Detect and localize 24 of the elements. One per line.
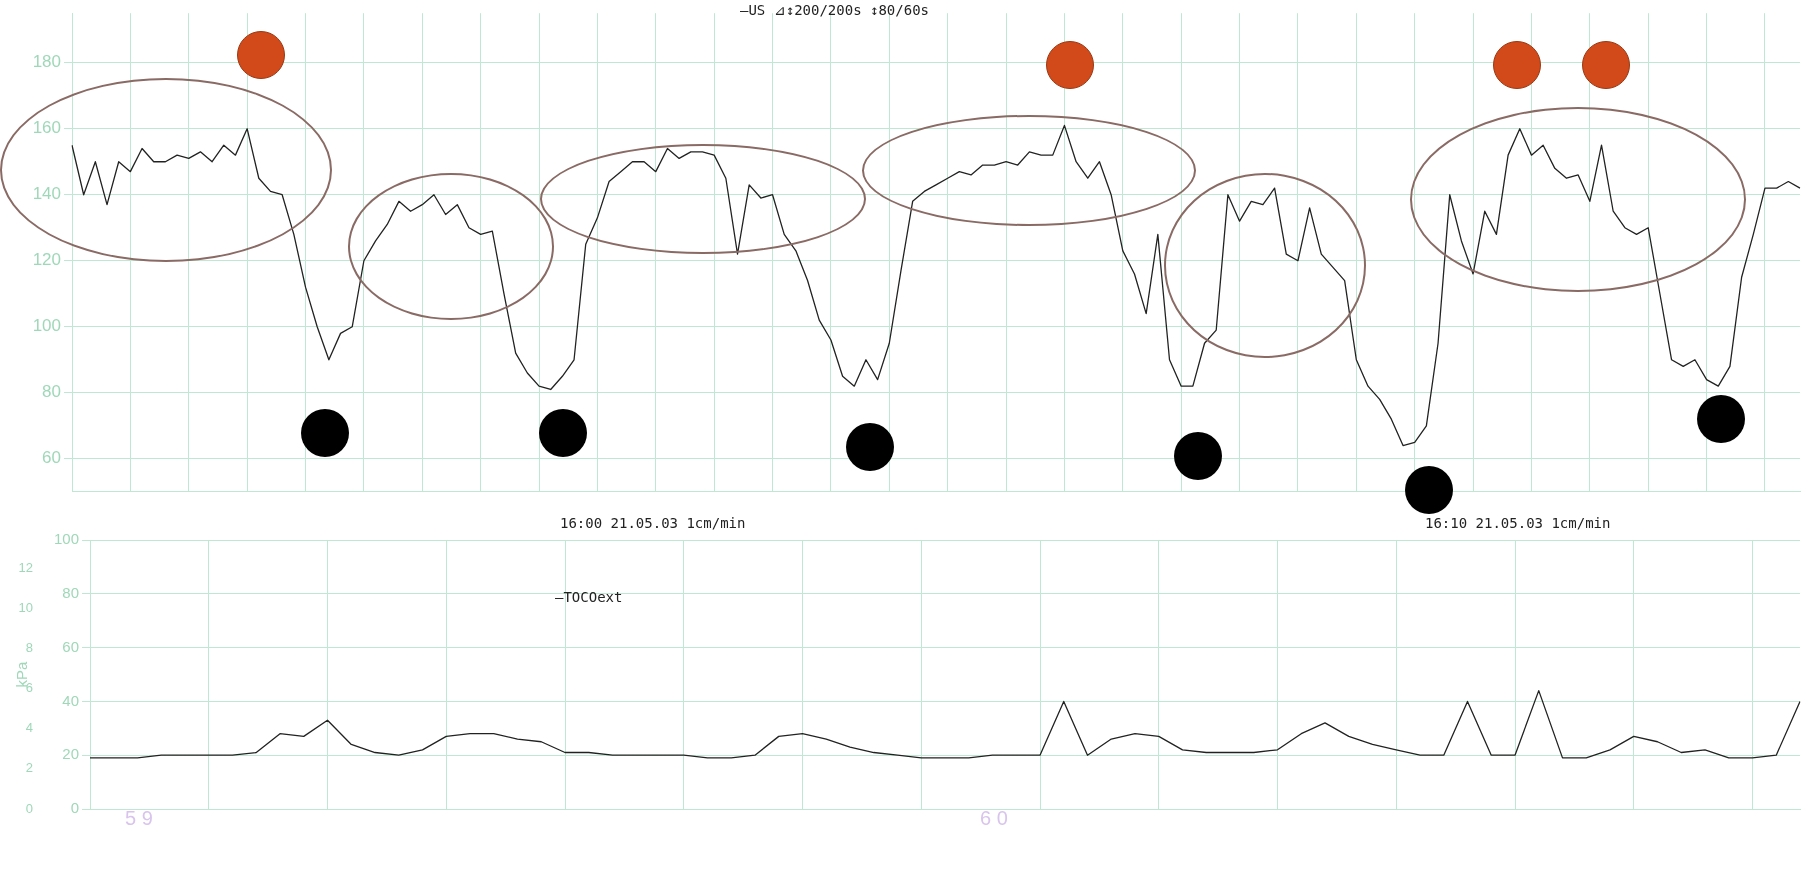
y-tick-label: 160 <box>32 118 61 138</box>
text: 16:00 21.05.03 1cm/min <box>560 515 746 531</box>
y-tick-label: 100 <box>32 316 61 336</box>
y-tick-label: 180 <box>32 52 61 72</box>
y-tick-label: 0 <box>70 799 79 817</box>
text: 16:10 21.05.03 1cm/min <box>1425 515 1611 531</box>
y-tick-label: 80 <box>42 382 61 402</box>
y-tick-label: 100 <box>53 530 79 548</box>
y2-tick-label: 2 <box>25 760 33 776</box>
y2-tick-label: 4 <box>25 720 33 736</box>
y-tick-label: 60 <box>42 448 61 468</box>
y-tick-label: 80 <box>62 583 79 601</box>
y-tick-label: 140 <box>32 184 61 204</box>
y-tick-label: 120 <box>32 250 61 270</box>
y2-tick-label: 10 <box>18 599 33 615</box>
y-tick-label: 60 <box>62 637 79 655</box>
y-tick-label: 40 <box>62 691 79 709</box>
y2-tick-label: 12 <box>18 559 33 575</box>
y2-tick-label: 8 <box>25 639 33 655</box>
y-tick-label: 20 <box>62 745 79 763</box>
annotation: —TOCOext <box>555 589 623 605</box>
annotation: 6 0 <box>980 807 1008 830</box>
annotation: 5 9 <box>125 807 153 830</box>
annotation: —US ⊿↕200/200s ↕80/60s <box>740 2 930 18</box>
